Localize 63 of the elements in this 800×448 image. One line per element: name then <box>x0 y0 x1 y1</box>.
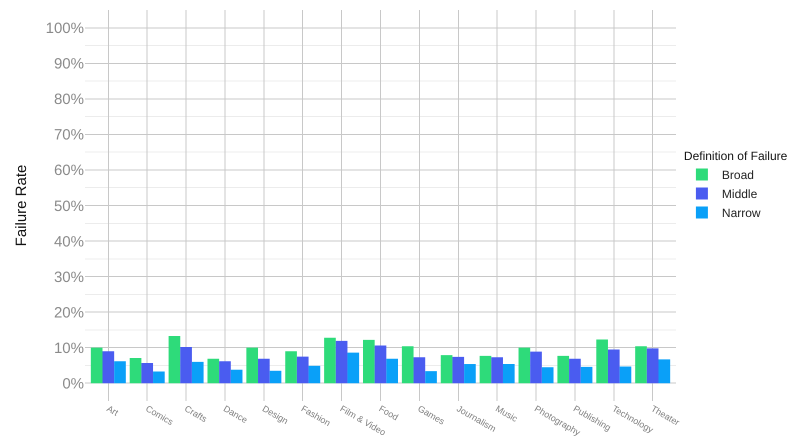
bar <box>440 355 452 384</box>
bar <box>480 356 492 384</box>
y-tick-label: 100% <box>46 20 84 38</box>
bar <box>414 357 426 384</box>
y-tick-label: 10% <box>54 340 84 357</box>
bar <box>530 352 542 384</box>
y-tick-label: 20% <box>54 304 84 322</box>
bar <box>219 361 231 384</box>
bar <box>207 358 220 384</box>
bar <box>285 351 297 384</box>
y-tick-label: 30% <box>54 268 84 286</box>
bar <box>230 370 242 384</box>
bar <box>596 340 608 384</box>
bar <box>425 371 437 384</box>
legend-title: Definition of Failure <box>684 149 788 164</box>
bar <box>130 358 142 384</box>
bar <box>114 361 126 384</box>
bar <box>363 340 375 384</box>
bar <box>620 366 632 384</box>
bar <box>569 358 581 384</box>
bar <box>491 357 503 384</box>
y-axis-title: Failure Rate <box>12 164 30 246</box>
bar <box>180 346 192 384</box>
y-tick-label: 90% <box>54 56 84 73</box>
bar <box>246 348 258 384</box>
y-tick-label: 70% <box>54 126 84 144</box>
bar <box>542 367 554 384</box>
x-tick-label: Art <box>105 403 120 418</box>
y-tick-label: 50% <box>54 198 84 215</box>
legend-label: Narrow <box>722 206 761 220</box>
y-tick-label: 60% <box>54 162 84 180</box>
bar <box>518 348 530 384</box>
bar <box>608 349 620 384</box>
y-tick-label: 80% <box>54 91 84 108</box>
bar <box>168 336 180 384</box>
bar <box>658 359 670 384</box>
bar <box>336 340 348 384</box>
bar <box>402 346 414 384</box>
bar <box>192 362 204 384</box>
bar <box>258 358 270 384</box>
legend-label: Broad <box>722 168 754 182</box>
y-tick-label: 0% <box>62 375 84 392</box>
bar <box>386 358 398 384</box>
bar <box>452 356 464 384</box>
bar <box>374 346 386 384</box>
bar <box>270 370 282 384</box>
bar <box>347 352 360 384</box>
bar <box>308 366 320 384</box>
bar <box>102 351 114 384</box>
bar <box>141 362 154 384</box>
bar <box>646 348 658 384</box>
bar <box>580 366 592 384</box>
y-tick-label: 40% <box>54 233 84 250</box>
bar <box>557 356 570 384</box>
bar <box>324 338 336 384</box>
bar <box>90 348 102 384</box>
x-tick-label: Food <box>377 403 400 422</box>
bar <box>464 364 476 384</box>
bar <box>635 346 647 384</box>
legend-label: Middle <box>722 187 758 202</box>
bar <box>502 364 515 384</box>
bar <box>153 372 165 384</box>
bar <box>296 356 309 384</box>
